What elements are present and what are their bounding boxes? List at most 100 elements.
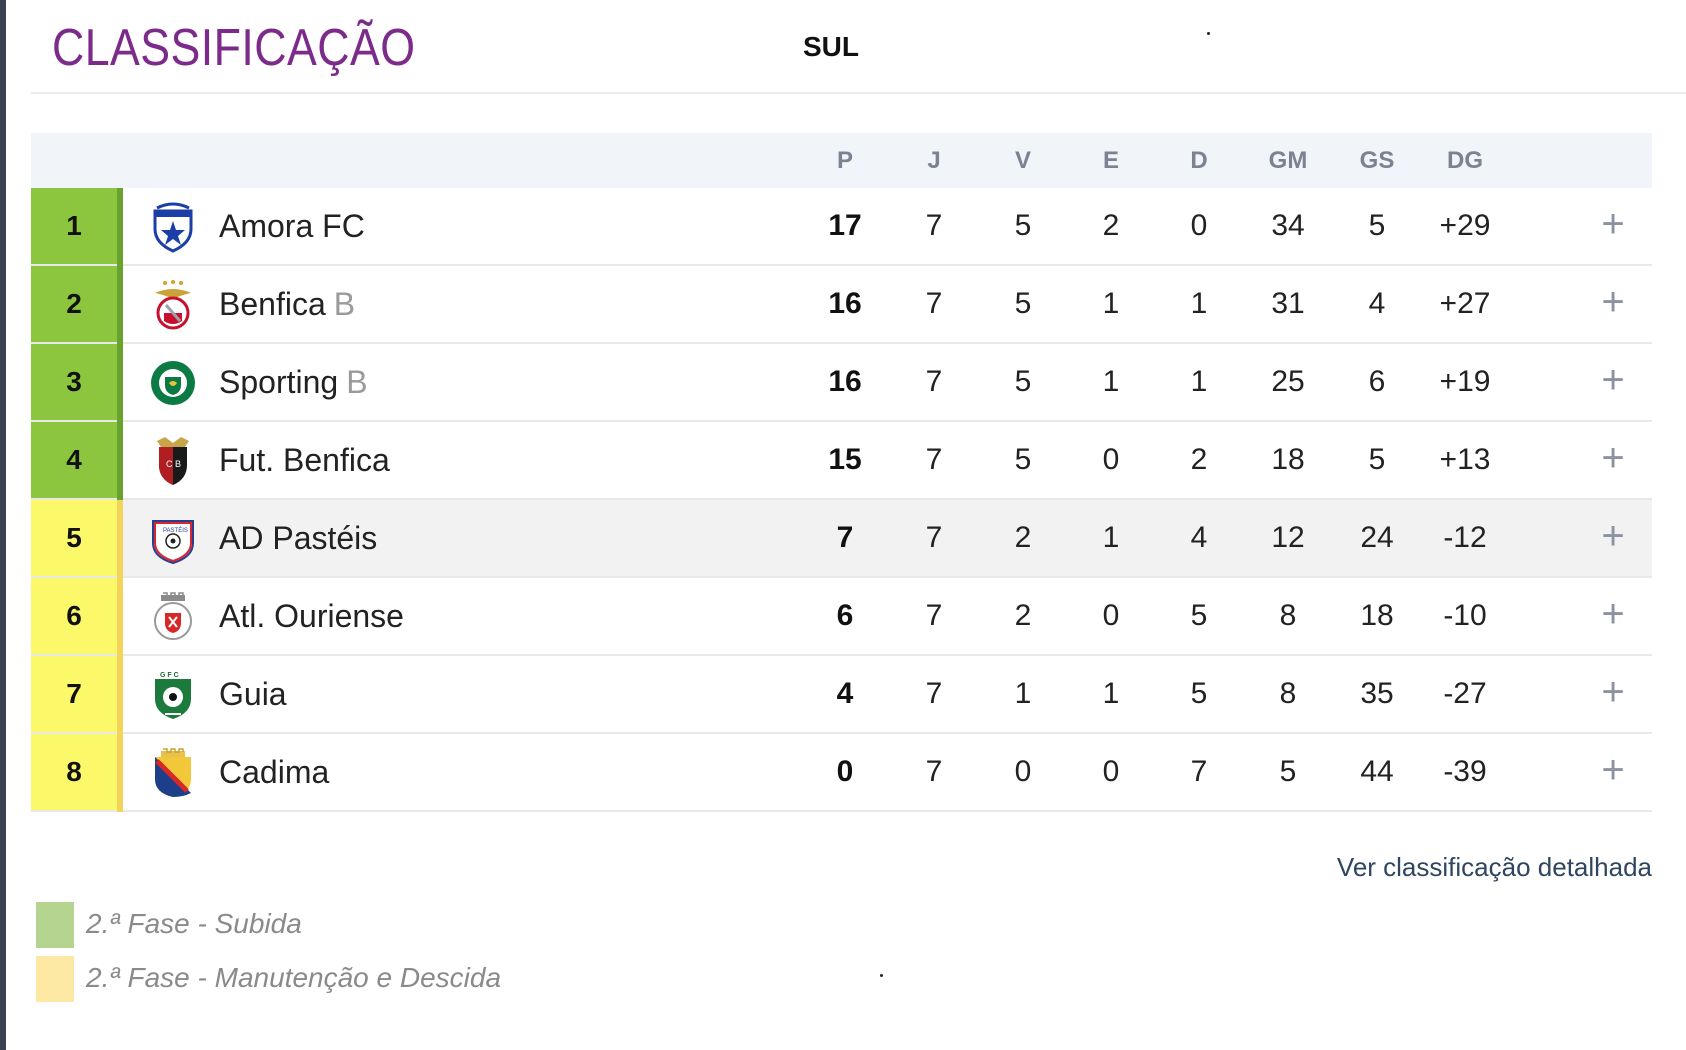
stat-d: 5 — [1190, 677, 1208, 710]
zone-stripe — [117, 188, 123, 266]
team-name[interactable]: Amora FC — [219, 188, 365, 264]
page-title: CLASSIFICAÇÃO — [52, 19, 416, 77]
team-suffix: B — [333, 286, 356, 322]
stat-p: 16 — [828, 287, 862, 320]
table-row[interactable]: 3 Sporting B 16 7 5 1 1 25 6 +19 + — [31, 344, 1652, 422]
plus-icon[interactable]: + — [1601, 436, 1625, 480]
stat-gs: 44 — [1360, 755, 1394, 788]
plus-icon[interactable]: + — [1601, 280, 1625, 324]
team-name[interactable]: AD Pastéis — [219, 500, 377, 576]
column-header-p[interactable]: P — [836, 147, 853, 174]
window-left-edge — [0, 0, 6, 1050]
artifact-dot — [1207, 32, 1210, 35]
amora-crest-icon — [147, 201, 199, 253]
stat-dg: -12 — [1443, 521, 1487, 554]
stat-d: 5 — [1190, 599, 1208, 632]
team-name-label: Sporting — [219, 364, 339, 400]
svg-text:C: C — [166, 459, 173, 469]
position-cell: 6 — [31, 578, 117, 654]
team-name-label: Amora FC — [219, 208, 365, 244]
position-cell: 1 — [31, 188, 117, 264]
stat-p: 17 — [828, 209, 862, 242]
column-header-e[interactable]: E — [1102, 147, 1119, 174]
plus-icon[interactable]: + — [1601, 358, 1625, 402]
stat-gs: 24 — [1360, 521, 1394, 554]
table-row[interactable]: 7 G F C Guia 4 7 1 1 5 8 35 -27 + — [31, 656, 1652, 734]
stat-j: 7 — [925, 755, 943, 788]
stat-gm: 5 — [1279, 755, 1297, 788]
ad-pasteis-crest-icon: PASTÉIS — [147, 513, 199, 565]
plus-icon[interactable]: + — [1601, 592, 1625, 636]
table-row[interactable]: 2 Benfica B 16 7 5 1 1 31 4 +27 + — [31, 266, 1652, 344]
column-header-dg[interactable]: DG — [1447, 147, 1483, 174]
column-header-v[interactable]: V — [1014, 147, 1031, 174]
stat-dg: +27 — [1439, 287, 1491, 320]
stat-v: 5 — [1014, 365, 1032, 398]
zone-stripe — [117, 344, 123, 422]
team-name[interactable]: Guia — [219, 656, 287, 732]
detailed-standings-link[interactable]: Ver classificação detalhada — [1336, 852, 1652, 882]
stat-dg: -39 — [1443, 755, 1487, 788]
plus-icon[interactable]: + — [1601, 748, 1625, 792]
stat-gs: 18 — [1360, 599, 1394, 632]
stat-p: 6 — [836, 599, 854, 632]
team-name-label: Cadima — [219, 754, 330, 790]
stat-d: 4 — [1190, 521, 1208, 554]
column-header-gs[interactable]: GS — [1359, 147, 1395, 174]
stat-p: 7 — [836, 521, 854, 554]
stat-gs: 35 — [1360, 677, 1394, 710]
team-name[interactable]: Atl. Ouriense — [219, 578, 404, 654]
stat-gm: 25 — [1271, 365, 1305, 398]
stat-dg: +29 — [1439, 209, 1491, 242]
stat-d: 2 — [1190, 443, 1208, 476]
team-name[interactable]: Sporting B — [219, 344, 368, 420]
stat-gm: 8 — [1279, 677, 1297, 710]
stat-dg: +19 — [1439, 365, 1491, 398]
position-cell: 3 — [31, 344, 117, 420]
table-row[interactable]: 8 Cadima 0 7 0 0 7 5 44 -39 + — [31, 734, 1652, 812]
stat-v: 1 — [1014, 677, 1032, 710]
stat-gs: 5 — [1368, 209, 1386, 242]
stat-e: 0 — [1102, 755, 1120, 788]
column-header-d[interactable]: D — [1190, 147, 1208, 174]
table-body: 1 Amora FC 17 7 5 2 0 34 5 +29 +2 Benfica B 16 7 5 1 1 3 1 4… — [31, 188, 1652, 812]
stat-e: 1 — [1102, 521, 1120, 554]
stat-j: 7 — [925, 677, 943, 710]
table-row[interactable]: 6 Atl. Ouriense 6 7 2 0 5 8 18 -10 + — [31, 578, 1652, 656]
plus-icon[interactable]: + — [1601, 202, 1625, 246]
stat-gm: 18 — [1271, 443, 1305, 476]
stat-gs: 4 — [1368, 287, 1386, 320]
stat-gm: 12 — [1271, 521, 1305, 554]
standings-table: P J V E D GM GS DG 1 Amora FC 17 7 5 2 0 34 5 +29… — [31, 133, 1652, 812]
stat-v: 2 — [1014, 521, 1032, 554]
stat-e: 0 — [1102, 443, 1120, 476]
team-name[interactable]: Benfica B — [219, 266, 355, 342]
sporting-crest-icon — [147, 357, 199, 409]
position-cell: 2 — [31, 266, 117, 342]
plus-icon[interactable]: + — [1601, 670, 1625, 714]
plus-icon[interactable]: + — [1601, 514, 1625, 558]
stat-d: 1 — [1190, 365, 1208, 398]
legend-swatch-manutencao — [36, 956, 74, 1002]
stat-gs: 6 — [1368, 365, 1386, 398]
table-row[interactable]: 5 PASTÉIS AD Pastéis 7 7 2 1 4 12 24 -12 + — [31, 500, 1652, 578]
team-name[interactable]: Cadima — [219, 734, 329, 810]
team-name[interactable]: Fut. Benfica — [219, 422, 390, 498]
column-header-gm[interactable]: GM — [1268, 147, 1308, 174]
zone-stripe — [117, 578, 123, 656]
stat-v: 2 — [1014, 599, 1032, 632]
team-name-label: Fut. Benfica — [219, 442, 390, 478]
stat-j: 7 — [925, 443, 943, 476]
table-row[interactable]: 4 C B Fut. Benfica 15 7 5 0 2 18 5 +13 + — [31, 422, 1652, 500]
stat-e: 2 — [1102, 209, 1120, 242]
table-header: P J V E D GM GS DG — [31, 133, 1652, 188]
stat-j: 7 — [925, 209, 943, 242]
svg-text:G F C: G F C — [160, 672, 179, 679]
stat-gm: 34 — [1271, 209, 1305, 242]
table-row[interactable]: 1 Amora FC 17 7 5 2 0 34 5 +29 + — [31, 188, 1652, 266]
column-header-j[interactable]: J — [927, 147, 941, 174]
stat-d: 0 — [1190, 209, 1208, 242]
stat-j: 7 — [925, 287, 943, 320]
position-cell: 4 — [31, 422, 117, 498]
